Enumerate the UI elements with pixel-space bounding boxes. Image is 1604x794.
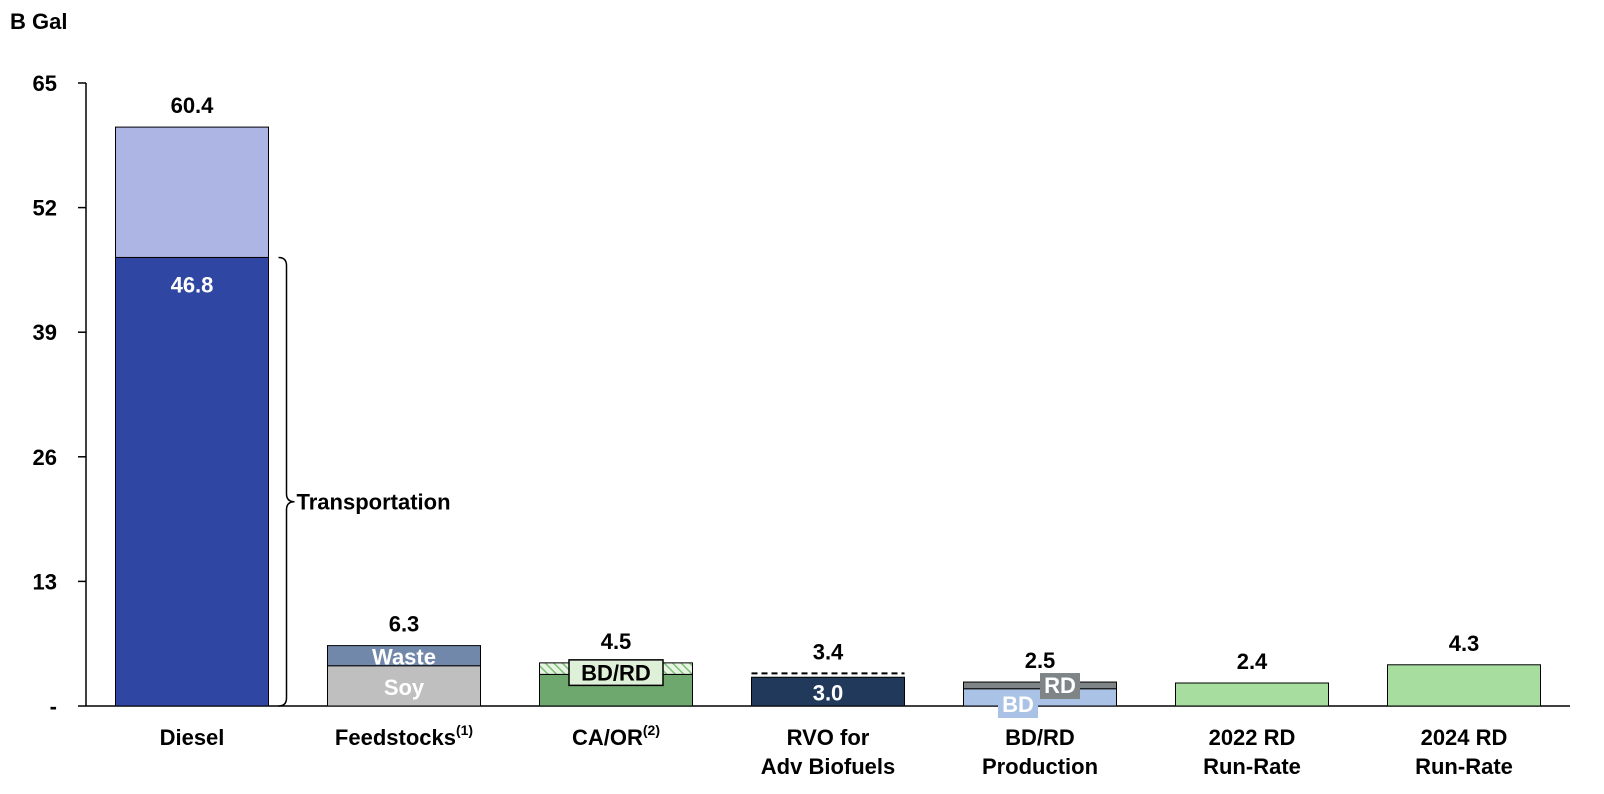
- segment-label: 3.0: [813, 681, 844, 706]
- y-tick-label: 65: [33, 71, 57, 96]
- x-tick-label: Diesel: [160, 725, 225, 750]
- x-tick-label-text: CA/OR: [572, 725, 643, 750]
- bar-segment: [327, 645, 481, 667]
- x-tick-label: Production: [982, 754, 1098, 779]
- total-label: 4.5: [601, 629, 632, 654]
- bar-segment: [1387, 664, 1541, 707]
- x-tick-label-text: 2022 RD: [1209, 725, 1296, 750]
- x-tick-label-text: BD/RD: [1005, 725, 1075, 750]
- bar-segment: [327, 665, 481, 707]
- y-tick-label: 39: [33, 320, 57, 345]
- x-tick-label: CA/OR(2): [572, 722, 660, 750]
- x-tick-label-text: Production: [982, 754, 1098, 779]
- total-label: 2.4: [1237, 649, 1268, 674]
- x-tick-label-text: RVO for: [787, 725, 870, 750]
- x-tick-label-text: Adv Biofuels: [761, 754, 895, 779]
- segment-label: BD: [1002, 692, 1034, 717]
- total-label: 60.4: [171, 93, 215, 118]
- x-tick-label: RVO for: [787, 725, 870, 750]
- x-tick-label-text: Run-Rate: [1203, 754, 1301, 779]
- x-tick-label: BD/RD: [1005, 725, 1075, 750]
- y-tick-label: -: [50, 694, 57, 719]
- bar-segment: [751, 676, 905, 707]
- x-axis-labels: Diesel Feedstocks(1) CA/OR(2) RVO for Adv Bi…: [160, 722, 1513, 779]
- y-tick-label: 26: [33, 445, 57, 470]
- x-tick-label-text: Feedstocks: [335, 725, 456, 750]
- x-tick-label: Feedstocks(1): [335, 722, 473, 750]
- total-label: 6.3: [389, 612, 420, 637]
- x-tick-label: 2022 RD: [1209, 725, 1296, 750]
- bracket-label: Transportation: [297, 490, 451, 515]
- segment-label-box: [998, 692, 1038, 718]
- bracket: [278, 256, 295, 707]
- y-tick-label: 52: [33, 196, 57, 221]
- x-tick-label: Run-Rate: [1415, 754, 1513, 779]
- annotations: Transportation: [278, 256, 451, 707]
- segment-label: RD: [1044, 673, 1076, 698]
- segment-label: Soy: [384, 675, 425, 700]
- x-tick-label-text: Diesel: [160, 725, 225, 750]
- bars: [115, 126, 1541, 707]
- x-tick-label-text: 2024 RD: [1421, 725, 1508, 750]
- bd-rd-box: [568, 659, 664, 687]
- x-tick-label-text: Run-Rate: [1415, 754, 1513, 779]
- x-tick-label: Run-Rate: [1203, 754, 1301, 779]
- bar-segment: [115, 126, 269, 258]
- segment-label-box: [1040, 673, 1080, 700]
- bar-segment: [1175, 682, 1329, 707]
- x-tick-superscript: (1): [456, 722, 473, 738]
- x-tick-label: Adv Biofuels: [761, 754, 895, 779]
- total-label: 3.4: [813, 639, 844, 664]
- segment-label: 46.8: [171, 272, 214, 297]
- data-labels: 46.8 60.4 Soy Waste 6.3 BD/RD 4.5 3.0 3.4 BD RD2.5…: [171, 93, 1480, 718]
- y-tick-label: 13: [33, 569, 57, 594]
- total-label: 4.3: [1449, 631, 1480, 656]
- x-tick-superscript: (2): [643, 722, 660, 738]
- y-axis-title: B Gal: [10, 9, 67, 34]
- box-label: BD/RD: [581, 660, 651, 685]
- bar-segment: [115, 256, 269, 707]
- total-label: 2.5: [1025, 648, 1056, 673]
- segment-label: Waste: [372, 645, 436, 670]
- x-tick-label: 2024 RD: [1421, 725, 1508, 750]
